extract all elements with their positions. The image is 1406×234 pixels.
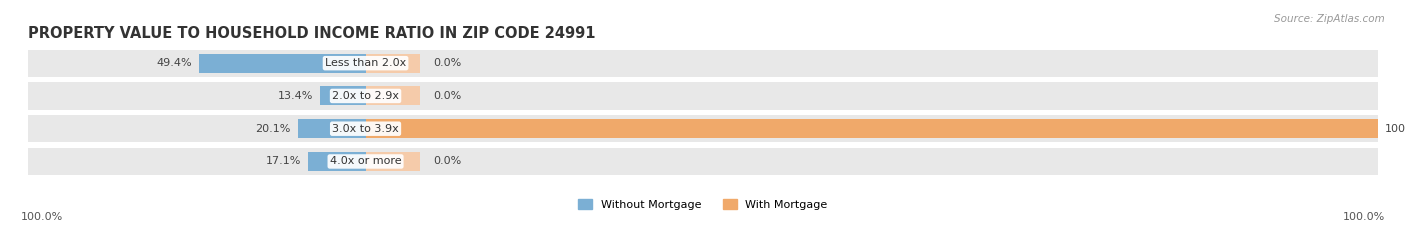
Text: 0.0%: 0.0% [433, 91, 461, 101]
Bar [198, 54, 366, 73]
Text: 0.0%: 0.0% [433, 157, 461, 166]
Bar [366, 152, 419, 171]
Text: 13.4%: 13.4% [278, 91, 314, 101]
Bar [298, 119, 366, 138]
Bar [28, 50, 1378, 77]
Bar [366, 86, 419, 106]
Text: 20.1%: 20.1% [256, 124, 291, 134]
Text: 4.0x or more: 4.0x or more [330, 157, 401, 166]
Text: 2.0x to 2.9x: 2.0x to 2.9x [332, 91, 399, 101]
Text: Less than 2.0x: Less than 2.0x [325, 58, 406, 68]
Text: 0.0%: 0.0% [433, 58, 461, 68]
Text: 100.0%: 100.0% [1343, 212, 1385, 222]
Bar [308, 152, 366, 171]
Text: PROPERTY VALUE TO HOUSEHOLD INCOME RATIO IN ZIP CODE 24991: PROPERTY VALUE TO HOUSEHOLD INCOME RATIO… [28, 26, 596, 41]
Text: Source: ZipAtlas.com: Source: ZipAtlas.com [1274, 14, 1385, 24]
Bar [28, 115, 1378, 142]
Bar [366, 119, 1378, 138]
Text: 100.0%: 100.0% [1385, 124, 1406, 134]
Bar [28, 148, 1378, 175]
Text: 100.0%: 100.0% [21, 212, 63, 222]
Text: 3.0x to 3.9x: 3.0x to 3.9x [332, 124, 399, 134]
Bar [321, 86, 366, 106]
Text: 17.1%: 17.1% [266, 157, 301, 166]
Bar [366, 54, 419, 73]
Legend: Without Mortgage, With Mortgage: Without Mortgage, With Mortgage [574, 195, 832, 214]
Bar [28, 82, 1378, 110]
Text: 49.4%: 49.4% [156, 58, 193, 68]
